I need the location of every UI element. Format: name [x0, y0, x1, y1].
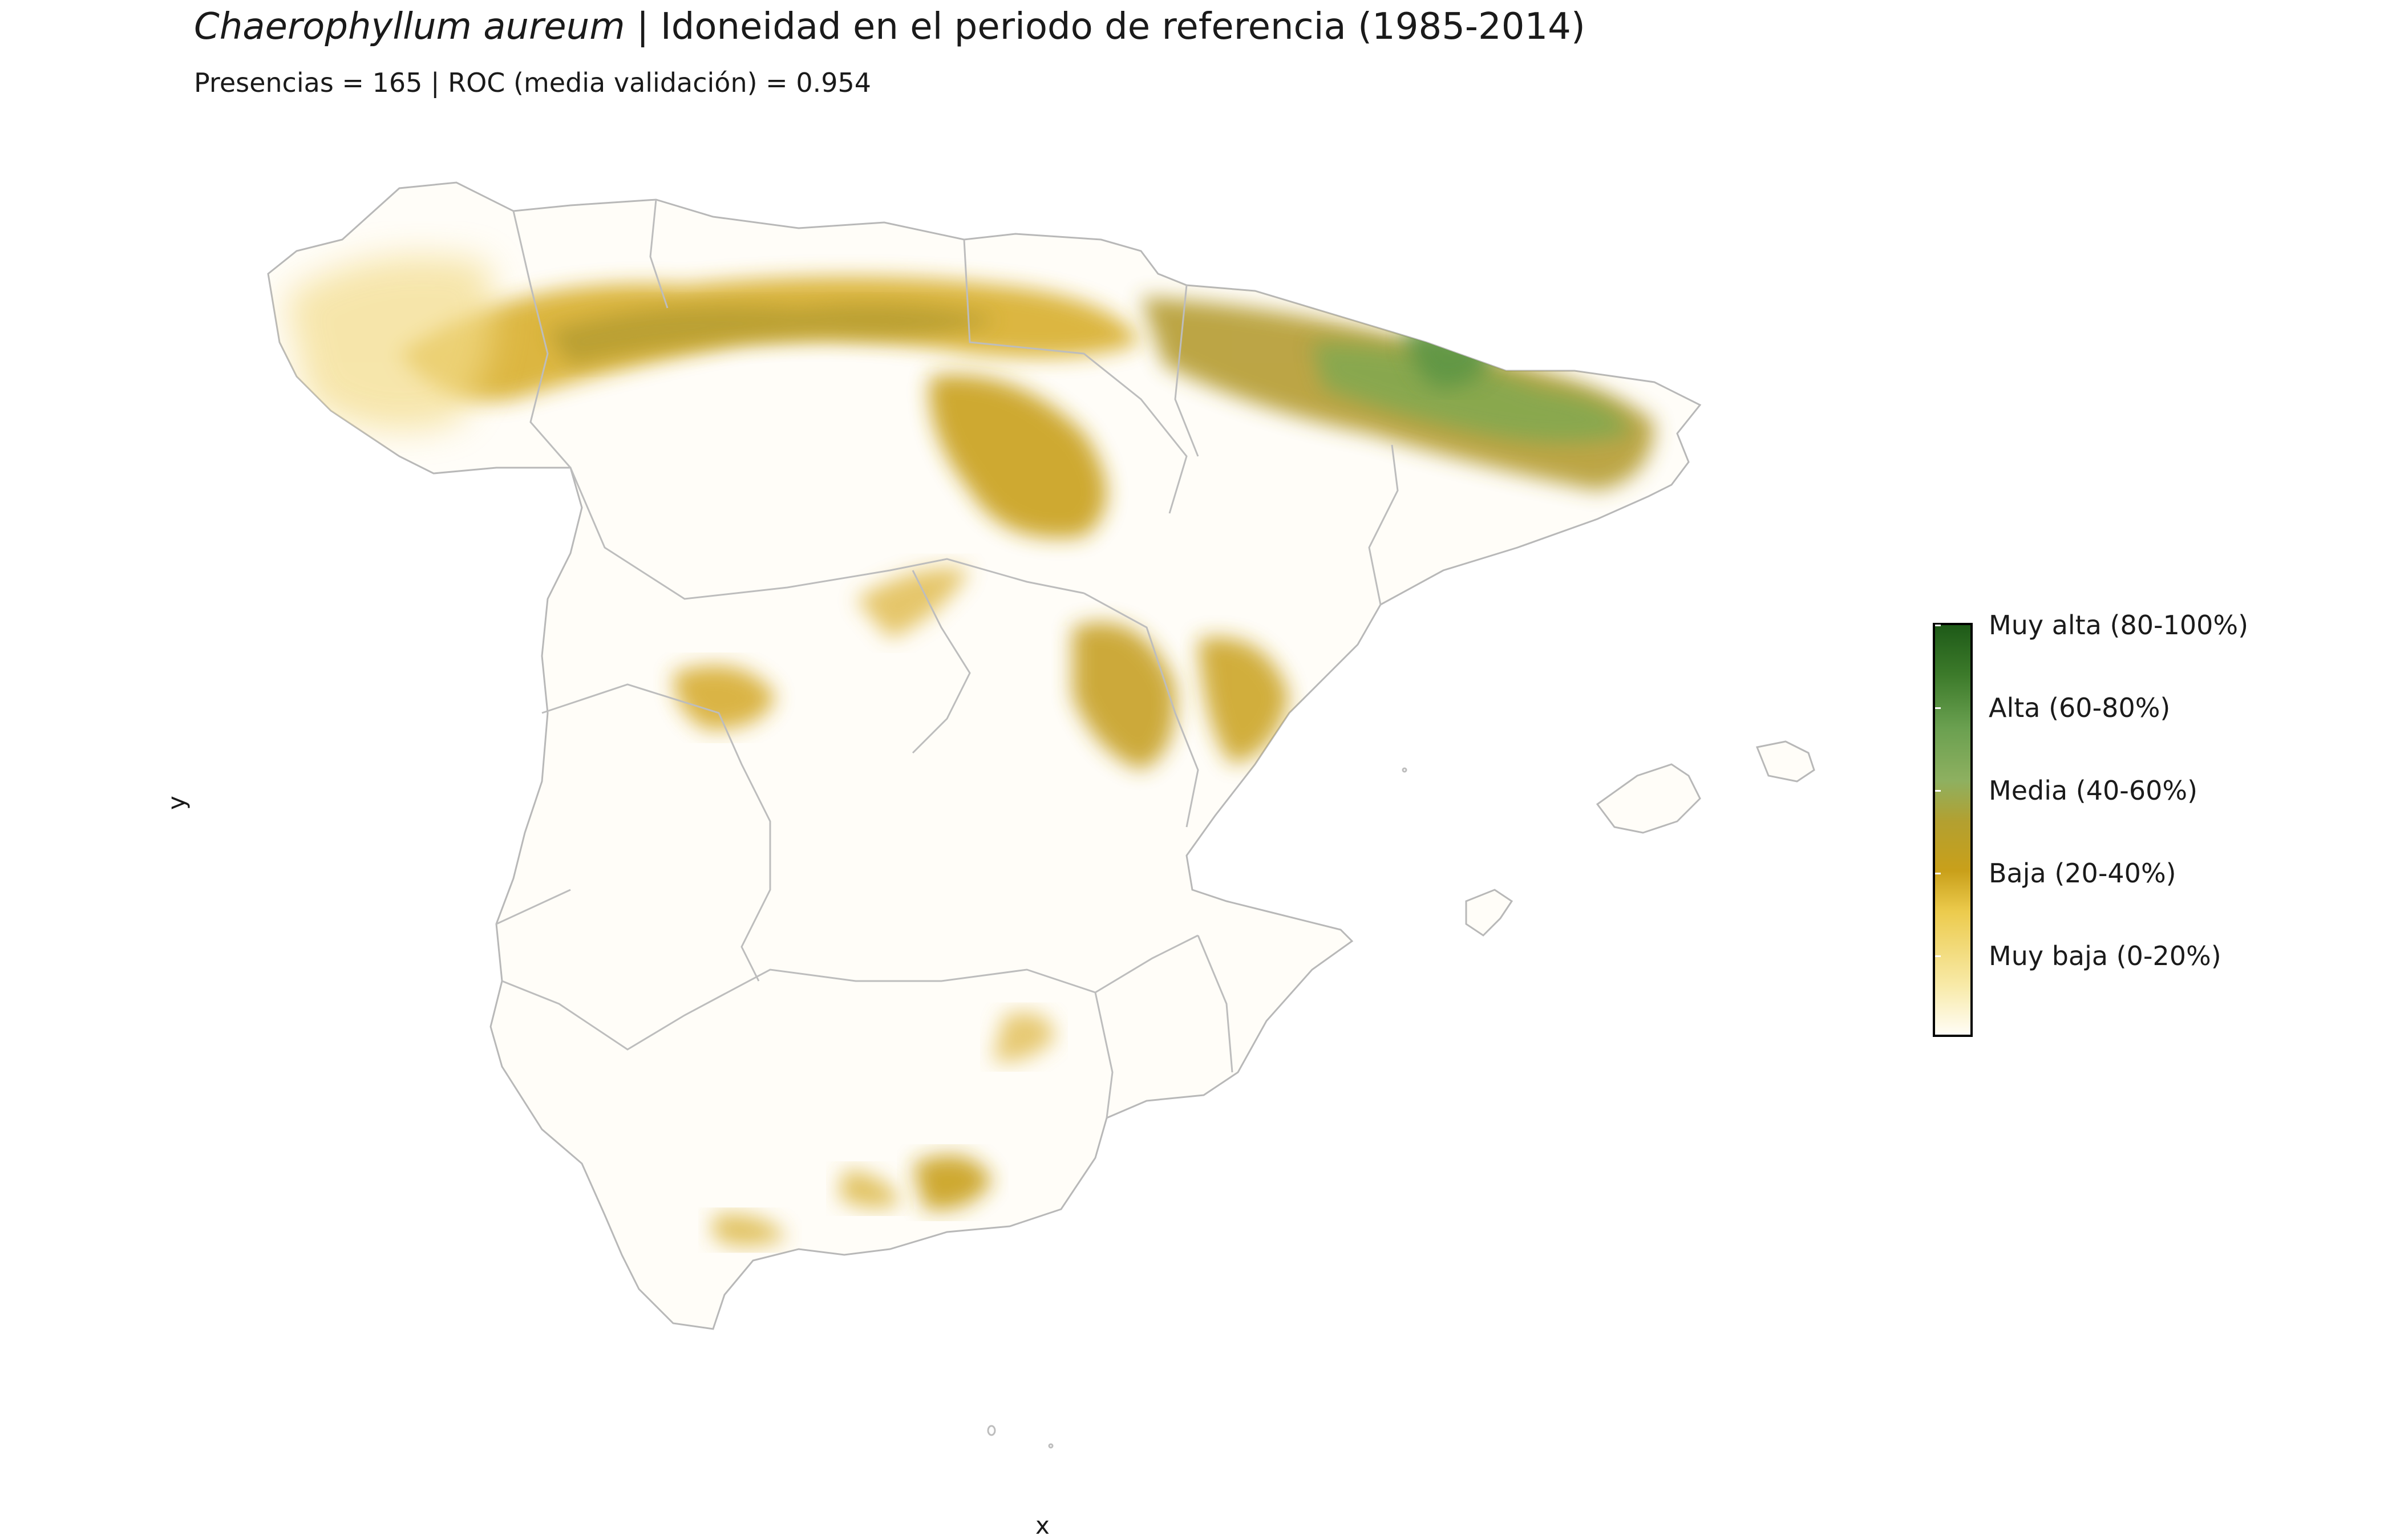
suitability-layer	[285, 256, 1654, 1246]
legend-label-media: Media (40-60%)	[1989, 775, 2198, 806]
legend-label-muy-baja: Muy baja (0-20%)	[1989, 941, 2221, 971]
legend-label-muy-alta: Muy alta (80-100%)	[1989, 610, 2249, 641]
map-subtitle: Presencias = 165 | ROC (media validación…	[194, 67, 872, 98]
legend-colorbar	[1933, 623, 1973, 1037]
title-species: Chaerophyllum aureum	[194, 6, 625, 48]
small-islands	[987, 767, 1407, 1449]
title-text: Idoneidad en el periodo de referencia (1…	[660, 6, 1585, 48]
title-separator: |	[625, 6, 661, 48]
map-title: Chaerophyllum aureum | Idoneidad en el p…	[194, 6, 1585, 48]
land-base	[267, 181, 1815, 1330]
legend-tick	[1935, 707, 1941, 709]
legend-tick	[1935, 790, 1941, 792]
region-borders	[496, 199, 1399, 1118]
legend-label-baja: Baja (20-40%)	[1989, 858, 2176, 889]
legend-label-alta: Alta (60-80%)	[1989, 692, 2171, 723]
x-axis-label: x	[1035, 1511, 1050, 1539]
y-axis-label: y	[163, 796, 191, 810]
legend-tick	[1935, 625, 1941, 626]
legend-tick	[1935, 873, 1941, 874]
legend-tick	[1935, 955, 1941, 957]
